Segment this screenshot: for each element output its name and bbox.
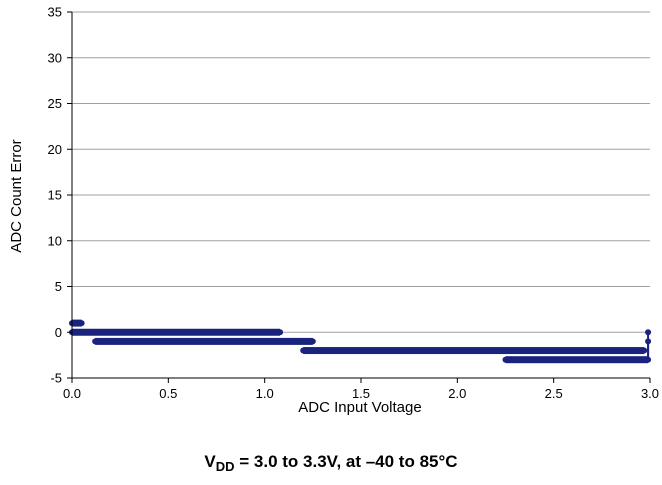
x-tick-label: 0.0 — [63, 386, 81, 401]
data-point — [645, 338, 652, 345]
y-tick-label: 35 — [48, 5, 62, 20]
data-point — [502, 356, 509, 363]
y-tick-labels: -5 0 5 10 15 20 25 30 35 — [48, 5, 62, 386]
data-point — [645, 329, 652, 336]
x-tick-label: 2.0 — [448, 386, 466, 401]
data-band — [95, 337, 313, 345]
y-tick-label: 5 — [55, 279, 62, 294]
data-band — [505, 356, 649, 364]
y-tick-label: 15 — [48, 188, 62, 203]
x-tick-label: 1.0 — [256, 386, 274, 401]
caption-subscript: DD — [215, 459, 235, 474]
x-tick-label: 0.5 — [159, 386, 177, 401]
y-tick-label: 10 — [48, 233, 62, 248]
y-tick-label: 25 — [48, 96, 62, 111]
caption-rest: = 3.0 to 3.3V, at –40 to 85°C — [234, 452, 458, 471]
x-axis-title: ADC Input Voltage — [298, 399, 421, 416]
data-point — [92, 338, 99, 345]
x-tick-label: 3.0 — [641, 386, 659, 401]
gridlines — [72, 11, 650, 333]
chart-caption: VDD = 3.0 to 3.3V, at –40 to 85°C — [0, 452, 662, 474]
y-tick-label: 30 — [48, 50, 62, 65]
y-tick-label: 0 — [55, 325, 62, 340]
data-band — [303, 347, 645, 355]
x-tick-label: 1.5 — [352, 386, 370, 401]
y-axis-title: ADC Count Error — [8, 139, 25, 252]
data-point — [641, 347, 648, 354]
data-band — [72, 319, 82, 327]
y-tick-label: 20 — [48, 142, 62, 157]
x-tick-labels: 0.0 0.5 1.0 1.5 2.0 2.5 3.0 — [63, 386, 659, 401]
chart-area: -5 0 5 10 15 20 25 30 35 0.0 0.5 1.0 1.5 2.0 2.5 3.0 A… — [8, 5, 659, 417]
data-point — [300, 347, 307, 354]
x-tick-label: 2.5 — [545, 386, 563, 401]
data-band — [72, 328, 281, 336]
data-point — [277, 329, 284, 336]
plot-series — [69, 319, 652, 364]
axes — [67, 11, 651, 383]
y-tick-label: -5 — [50, 371, 62, 386]
data-point — [309, 338, 316, 345]
caption-v: V — [204, 452, 216, 471]
data-point — [78, 320, 85, 327]
